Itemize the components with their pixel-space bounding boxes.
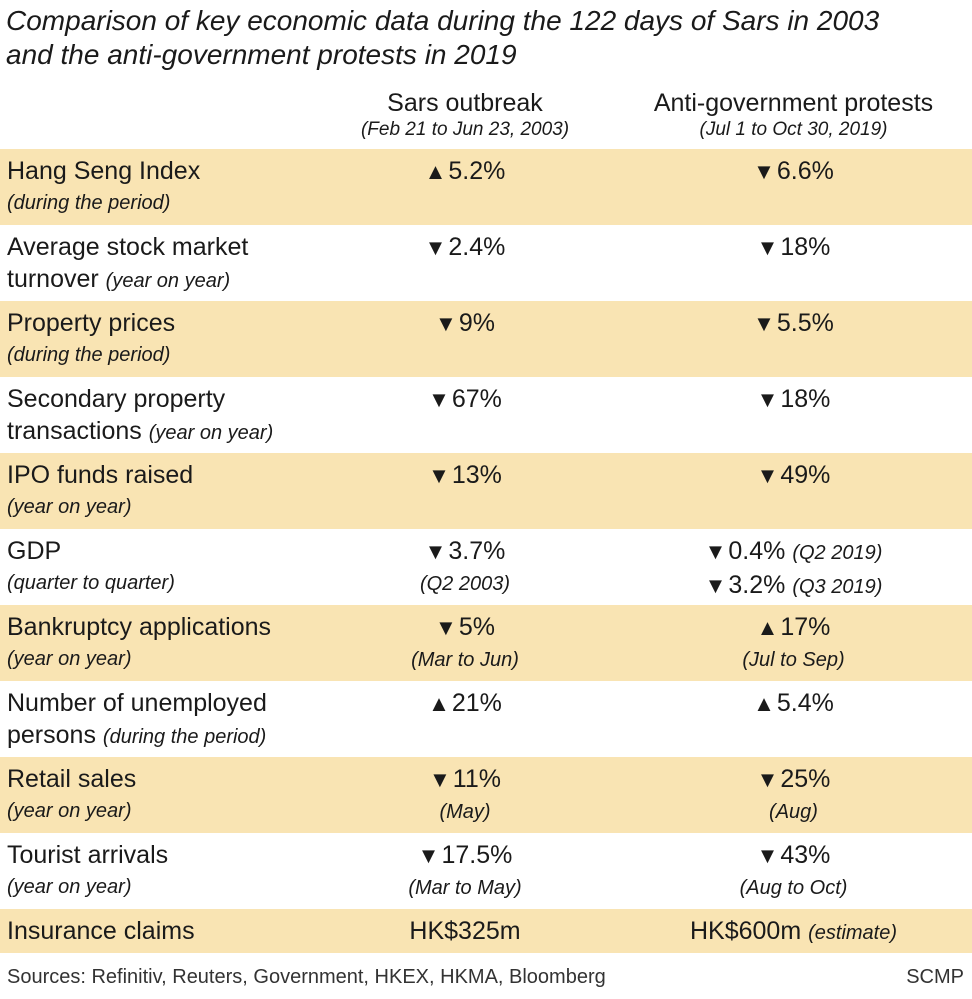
table-row: Average stock market turnover (year on y… (0, 225, 972, 301)
triangle-down-icon: ▼ (756, 767, 779, 792)
table-row: Secondary property transactions (year on… (0, 377, 972, 453)
triangle-down-icon: ▼ (753, 159, 775, 184)
triangle-down-icon: ▼ (428, 463, 450, 488)
table-row: Hang Seng Index (during the period) ▲5.2… (0, 149, 972, 225)
cell-sars: ▲5.2% (424, 157, 506, 185)
row-label: Property prices (during the period) (7, 309, 176, 366)
cell-sars: ▼2.4% (424, 233, 506, 261)
row-label: Number of unemployed persons (during the… (7, 689, 267, 749)
cell-protests: ▼25% (Aug) (756, 765, 831, 823)
cell-sars: ▼9% (435, 309, 495, 337)
row-label: Bankruptcy applications (year on year) (7, 613, 272, 670)
cell-protests: ▲5.4% (753, 689, 834, 717)
table-row: Retail sales (year on year) ▼11% (May) ▼… (0, 757, 972, 833)
table-row: GDP (quarter to quarter) ▼3.7% (Q2 2003)… (0, 529, 972, 605)
triangle-down-icon: ▼ (704, 539, 727, 564)
column-header-sars: Sars outbreak (Feb 21 to Jun 23, 2003) (330, 88, 600, 142)
cell-protests: ▼49% (756, 461, 831, 489)
triangle-down-icon: ▼ (417, 843, 440, 868)
triangle-down-icon: ▼ (435, 615, 457, 640)
column-subheading: (Feb 21 to Jun 23, 2003) (360, 119, 570, 140)
cell-protests: HK$600m (estimate) (689, 917, 898, 945)
cell-protests: ▼18% (756, 233, 831, 261)
cell-sars: ▼11% (May) (429, 765, 501, 823)
row-label: GDP (quarter to quarter) (7, 537, 175, 594)
cell-sars: ▲21% (428, 689, 502, 717)
cell-protests: ▼5.5% (753, 309, 834, 337)
column-subheading: (Jul 1 to Oct 30, 2019) (699, 119, 888, 140)
triangle-down-icon: ▼ (756, 235, 779, 260)
page-title: Comparison of key economic data during t… (6, 4, 966, 72)
triangle-up-icon: ▲ (753, 691, 775, 716)
triangle-down-icon: ▼ (424, 539, 447, 564)
triangle-up-icon: ▲ (428, 691, 450, 716)
table-row: Tourist arrivals (year on year) ▼17.5% (… (0, 833, 972, 909)
triangle-down-icon: ▼ (756, 843, 779, 868)
cell-sars: ▼17.5% (Mar to May) (408, 841, 522, 899)
cell-sars: HK$325m (409, 917, 521, 945)
cell-sars: ▼13% (428, 461, 502, 489)
row-label: Hang Seng Index (during the period) (7, 157, 201, 214)
row-label: Average stock market turnover (year on y… (7, 233, 249, 293)
credit-label: SCMP (906, 966, 964, 988)
table-row: Bankruptcy applications (year on year) ▼… (0, 605, 972, 681)
comparison-table: Hang Seng Index (during the period) ▲5.2… (0, 149, 972, 953)
row-label: Tourist arrivals (year on year) (7, 841, 169, 898)
cell-protests: ▼43% (Aug to Oct) (739, 841, 848, 899)
cell-sars: ▼3.7% (Q2 2003) (419, 537, 511, 595)
table-row: IPO funds raised (year on year) ▼13% ▼49… (0, 453, 972, 529)
title-line-1: Comparison of key economic data during t… (6, 5, 880, 36)
column-heading: Anti-government protests (653, 89, 934, 117)
table-row: Property prices (during the period) ▼9% … (0, 301, 972, 377)
column-header-protests: Anti-government protests (Jul 1 to Oct 3… (615, 88, 972, 142)
triangle-down-icon: ▼ (435, 311, 457, 336)
cell-protests: ▼6.6% (753, 157, 834, 185)
table-row: Number of unemployed persons (during the… (0, 681, 972, 757)
row-label: IPO funds raised (year on year) (7, 461, 194, 518)
cell-protests: ▼0.4% (Q2 2019) ▼3.2% (Q3 2019) (704, 537, 883, 599)
table-row: Insurance claims HK$325m HK$600m (estima… (0, 909, 972, 953)
triangle-down-icon: ▼ (753, 311, 775, 336)
cell-sars: ▼5% (Mar to Jun) (411, 613, 519, 671)
triangle-down-icon: ▼ (428, 387, 450, 412)
triangle-up-icon: ▲ (756, 615, 779, 640)
triangle-down-icon: ▼ (429, 767, 451, 792)
triangle-down-icon: ▼ (756, 387, 779, 412)
row-label: Retail sales (year on year) (7, 765, 137, 822)
cell-protests: ▲17% (Jul to Sep) (742, 613, 845, 671)
triangle-down-icon: ▼ (756, 463, 779, 488)
title-line-2: and the anti-government protests in 2019 (6, 39, 517, 70)
cell-sars: ▼67% (428, 385, 502, 413)
triangle-down-icon: ▼ (704, 573, 727, 598)
triangle-up-icon: ▲ (424, 159, 447, 184)
column-heading: Sars outbreak (387, 89, 543, 117)
triangle-down-icon: ▼ (424, 235, 447, 260)
sources-note: Sources: Refinitiv, Reuters, Government,… (7, 966, 606, 988)
row-label: Secondary property transactions (year on… (7, 385, 274, 445)
cell-protests: ▼18% (756, 385, 831, 413)
row-label: Insurance claims (7, 917, 195, 945)
